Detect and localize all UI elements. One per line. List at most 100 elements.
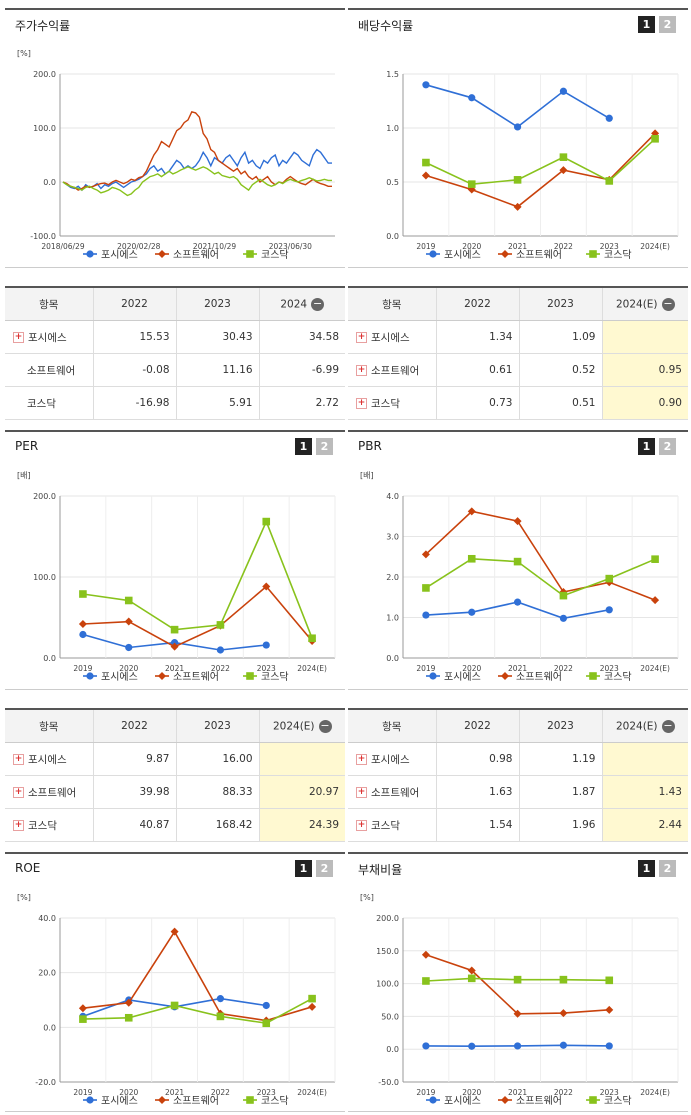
data-point <box>79 1015 87 1023</box>
data-point <box>559 975 568 984</box>
table-row: + 포시에스 1.34 1.09 <box>348 320 688 354</box>
data-point <box>467 554 476 563</box>
data-point <box>262 582 271 591</box>
collapse-icon[interactable]: − <box>661 718 675 733</box>
data-point <box>467 974 476 983</box>
data-point <box>513 557 522 566</box>
y-tick-label: 200.0 <box>376 914 399 923</box>
expand-icon[interactable]: + <box>356 365 367 376</box>
collapse-icon[interactable]: − <box>661 296 675 311</box>
data-point <box>170 639 179 647</box>
page-1-button[interactable]: 1 <box>638 438 655 455</box>
row-label[interactable]: + 코스닥 <box>348 386 436 420</box>
x-tick-label: 2020 <box>462 242 481 251</box>
x-tick-label: 2024(E) <box>640 242 670 251</box>
panel-roe: ROE 1 2 [%] 40.0 20.0 0.0 -20.0 2019 2020 2021 2… <box>5 852 345 1112</box>
expand-icon[interactable]: + <box>356 787 367 798</box>
data-point <box>216 1012 225 1021</box>
expand-icon[interactable]: + <box>356 820 367 831</box>
table-row: + 포시에스 0.98 1.19 <box>348 742 688 776</box>
data-point <box>605 177 614 185</box>
row-label[interactable]: + 포시에스 <box>5 742 93 776</box>
y-tick-label: 0.0 <box>386 1045 399 1054</box>
table-cell: 0.61 <box>435 353 519 387</box>
x-tick-label: 2021 <box>165 1088 184 1097</box>
header-year: 2022 <box>435 709 519 743</box>
expand-icon[interactable]: + <box>13 332 24 343</box>
x-tick-label: 2021 <box>165 664 184 673</box>
data-point <box>513 975 522 984</box>
table-cell: 88.33 <box>175 775 259 809</box>
data-point <box>467 180 476 188</box>
data-point <box>170 625 179 634</box>
legend-label: 포시에스 <box>101 671 138 683</box>
table-cell: 1.43 <box>601 775 688 809</box>
x-tick-label: 2021 <box>508 1088 527 1097</box>
legend-marker <box>589 250 597 258</box>
row-label[interactable]: + 코스닥 <box>5 808 93 842</box>
row-label[interactable]: + 포시에스 <box>348 742 436 776</box>
pager: 1 2 <box>638 438 676 455</box>
expand-icon[interactable]: + <box>13 787 24 798</box>
data-point <box>559 153 568 161</box>
collapse-icon[interactable]: − <box>318 718 332 733</box>
data-point <box>559 1041 568 1049</box>
series-line-1 <box>425 84 610 128</box>
data-point <box>124 1013 133 1022</box>
panel-title: 배당수익률 <box>358 19 414 33</box>
expand-icon[interactable]: + <box>13 754 24 765</box>
page-2-button[interactable]: 2 <box>316 860 333 877</box>
table-per: 항목 2022 2023 2024(E) − + 포시에스 9.87 16.00 + 소프트웨어 39… <box>5 708 345 842</box>
data-point <box>78 619 87 628</box>
page-1-button[interactable]: 1 <box>638 16 655 33</box>
page-2-button[interactable]: 2 <box>316 438 333 455</box>
table-cell: -0.08 <box>92 353 176 387</box>
page-2-button[interactable]: 2 <box>659 860 676 877</box>
row-label[interactable]: + 소프트웨어 <box>348 353 436 387</box>
row-label[interactable]: + 소프트웨어 <box>348 775 436 809</box>
page-1-button[interactable]: 1 <box>638 860 655 877</box>
data-point <box>559 166 568 175</box>
legend-marker <box>246 672 254 680</box>
row-label[interactable]: + 소프트웨어 <box>5 775 93 809</box>
table-stock-return: 항목 2022 2023 2024− + 포시에스 15.53 30.43 34.58 소프트웨어… <box>5 286 345 420</box>
expand-icon[interactable]: + <box>356 398 367 409</box>
row-label[interactable]: + 포시에스 <box>348 320 436 354</box>
page-1-button[interactable]: 1 <box>295 438 312 455</box>
table-cell: 1.63 <box>435 775 519 809</box>
y-tick-label: 200.0 <box>33 492 56 501</box>
table-row: + 포시에스 9.87 16.00 <box>5 742 345 776</box>
legend-label: 코스닥 <box>604 671 632 683</box>
header-item: 항목 <box>5 709 93 743</box>
row-label[interactable]: + 포시에스 <box>5 320 93 354</box>
page-1-button[interactable]: 1 <box>295 860 312 877</box>
data-point <box>421 950 430 959</box>
data-point <box>124 617 133 626</box>
header-item: 항목 <box>348 287 436 321</box>
table-row: + 소프트웨어 0.61 0.52 0.95 <box>348 353 688 387</box>
table-cell: 40.87 <box>92 808 176 842</box>
row-label[interactable]: + 코스닥 <box>348 808 436 842</box>
page-2-button[interactable]: 2 <box>659 438 676 455</box>
pager: 1 2 <box>638 16 676 33</box>
expand-icon[interactable]: + <box>13 820 24 831</box>
expand-icon[interactable]: + <box>356 754 367 765</box>
data-point <box>513 517 522 526</box>
page-2-button[interactable]: 2 <box>659 16 676 33</box>
unit-label: [%] <box>360 893 374 902</box>
collapse-icon[interactable]: − <box>311 296 325 311</box>
data-point <box>651 555 659 563</box>
expand-icon[interactable]: + <box>356 332 367 343</box>
table-cell: 0.98 <box>435 742 519 776</box>
data-point <box>216 995 225 1003</box>
series-line-2 <box>425 510 656 601</box>
legend-marker <box>429 672 437 680</box>
series-line-2 <box>82 585 313 648</box>
x-tick-label: 2022 <box>554 1088 573 1097</box>
table-cell: 1.54 <box>435 808 519 842</box>
data-point <box>422 158 430 167</box>
table-cell: 20.97 <box>258 775 345 809</box>
data-point <box>170 642 179 651</box>
x-tick-label: 2023 <box>600 664 619 673</box>
legend-marker <box>86 1096 94 1104</box>
